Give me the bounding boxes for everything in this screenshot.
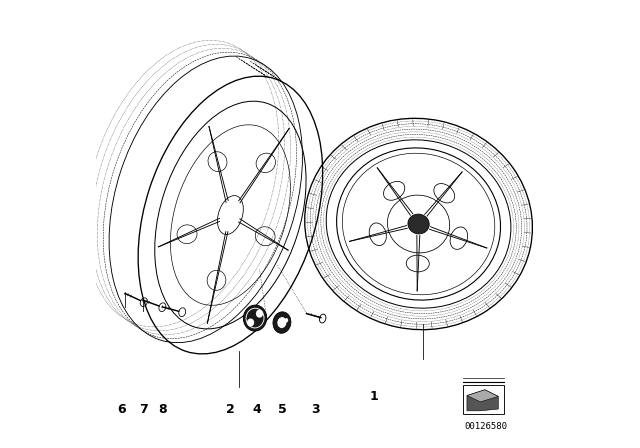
Text: 3: 3: [311, 403, 320, 417]
Text: 5: 5: [278, 403, 286, 417]
Text: 4: 4: [253, 403, 262, 417]
Ellipse shape: [408, 214, 429, 234]
Ellipse shape: [247, 319, 254, 327]
Ellipse shape: [277, 317, 287, 328]
Text: 1: 1: [369, 390, 378, 403]
Text: 8: 8: [158, 403, 166, 417]
Polygon shape: [467, 390, 499, 411]
Polygon shape: [467, 390, 499, 402]
Ellipse shape: [243, 305, 267, 331]
Ellipse shape: [285, 318, 288, 323]
Text: 2: 2: [226, 403, 235, 417]
Ellipse shape: [273, 312, 291, 333]
Text: 00126580: 00126580: [464, 422, 508, 431]
Text: 6: 6: [118, 403, 126, 417]
Ellipse shape: [256, 319, 263, 327]
Text: 7: 7: [139, 403, 147, 417]
Ellipse shape: [256, 310, 263, 318]
Ellipse shape: [247, 310, 254, 318]
